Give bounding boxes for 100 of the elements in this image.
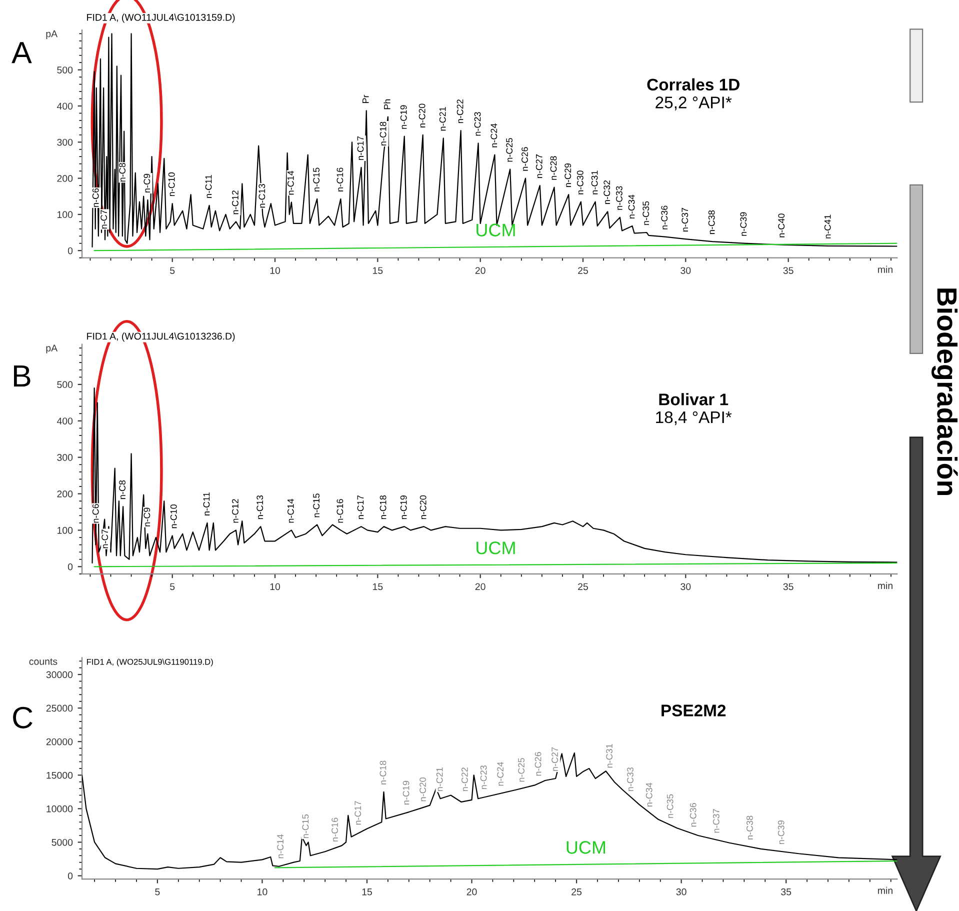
annotation: FID1 A, (WO25JUL9\G1190119.D) [86,658,213,666]
annotation: n-C19 [400,495,407,520]
y-tick-label: 500 [57,381,73,388]
annotation: n-C30 [576,170,584,194]
x-tick-label: 20 [475,583,486,590]
annotation: n-C34 [628,194,635,218]
x-tick-label: 25 [578,267,588,274]
annotation: n-C21 [436,768,443,792]
y-tick-label: 100 [57,526,73,534]
annotation: n-C10 [168,172,175,196]
annotation: n-C25 [518,758,524,782]
line-series [92,388,898,564]
series-label: UCM [476,542,515,554]
annotation: n-C35 [642,201,650,225]
text: A [12,42,32,64]
series-label: UCM [476,224,515,236]
annotation: n-C34 [646,782,652,806]
annotation: n-C29 [564,163,572,188]
annotation: n-C14 [277,834,284,858]
annotation: n-C16 [336,168,344,192]
annotation: n-C22 [456,99,464,124]
annotation: n-C15 [313,168,320,192]
y-tick-label: 200 [57,490,73,498]
y-tick-label: 300 [57,138,73,146]
annotation: n-C18 [380,122,386,146]
annotation: n-C11 [205,174,212,198]
annotation: n-C39 [778,820,784,844]
y-tick-label: 500 [57,66,73,74]
annotation: n-C13 [258,184,266,208]
annotation: n-C32 [604,180,610,204]
text: Corrales 1D [647,78,740,91]
annotation: n-C9 [144,174,150,192]
annotation: n-C22 [462,768,468,792]
x-tick-label: 20 [466,888,477,896]
annotation: n-C39 [740,212,747,236]
annotation: n-C35 [666,794,674,818]
series-label: UCM [566,841,606,854]
y-tick-label: 400 [56,102,73,110]
y-tick-label: 300 [57,454,73,461]
annotation: n-C8 [119,163,126,182]
annotation: n-C27 [536,154,542,178]
x-tick-label: 15 [373,583,383,590]
y-tick-label: 100 [57,211,73,218]
x-axis-title: min [878,582,892,590]
x-tick-label: 10 [258,888,268,896]
annotation: n-C17 [354,801,362,825]
x-tick-label: 35 [781,888,792,896]
x-tick-label: 30 [680,267,691,274]
annotation: n-C16 [332,818,338,842]
y-axis-title: pA [46,30,58,40]
text: Biodegradación [931,288,958,495]
annotation: n-C24 [497,762,504,786]
x-tick-label: 10 [270,583,280,590]
annotation: n-C14 [287,170,294,195]
x-axis-title: min [878,886,892,894]
annotation: n-C36 [661,206,668,230]
annotation: n-C40 [778,214,785,238]
x-tick-label: 15 [373,267,383,274]
x-tick-label: 20 [475,267,486,274]
annotation: n-C10 [170,504,177,528]
x-tick-label: 25 [572,888,582,896]
annotation: n-C37 [682,208,688,232]
text: B [14,366,30,387]
text: PSE2M2 [662,704,726,716]
annotation: n-C38 [746,816,753,840]
text: Bolivar 1 [659,393,728,406]
annotation: n-C31 [591,170,598,194]
text: FID1 A, (WO11JUL4\G1013159.D) [87,14,235,23]
x-tick-label: 5 [155,888,160,896]
annotation: n-C20 [420,495,426,520]
annotation: n-C11 [203,492,210,516]
y-tick-label: 0 [68,872,73,880]
annotation: n-C18 [380,495,386,520]
text: 18,4 °API* [656,411,732,426]
annotation: n-C14 [287,498,294,523]
annotation: n-C38 [708,210,715,234]
annotation: n-C7 [102,530,108,548]
annotation: n-C28 [550,156,557,180]
annotation: n-C15 [313,494,320,518]
y-axis-title: pA [46,344,58,354]
x-tick-label: 30 [676,888,686,896]
y-axis-title: counts [29,658,58,665]
y-tick-label: 0 [68,247,73,254]
annotation: n-C20 [420,778,426,802]
y-tick-label: 200 [57,175,73,182]
x-tick-label: 35 [783,583,794,590]
annotation: n-C12 [232,499,238,523]
annotation: n-C25 [506,138,513,162]
line-series [92,33,898,248]
annotation: n-C19 [400,105,407,129]
x-tick-label: 30 [680,583,691,590]
annotation: Ph [384,99,390,110]
annotation: n-C16 [336,499,344,523]
annotation: n-C13 [256,495,264,520]
annotation: n-C24 [490,124,498,148]
y-tick-label: 400 [56,418,73,424]
text: FID1 A, (WO11JUL4\G1013236.D) [87,332,235,342]
y-tick-label: 15000 [46,772,73,779]
annotation: n-C17 [357,136,364,160]
y-tick-label: 30000 [46,671,73,678]
